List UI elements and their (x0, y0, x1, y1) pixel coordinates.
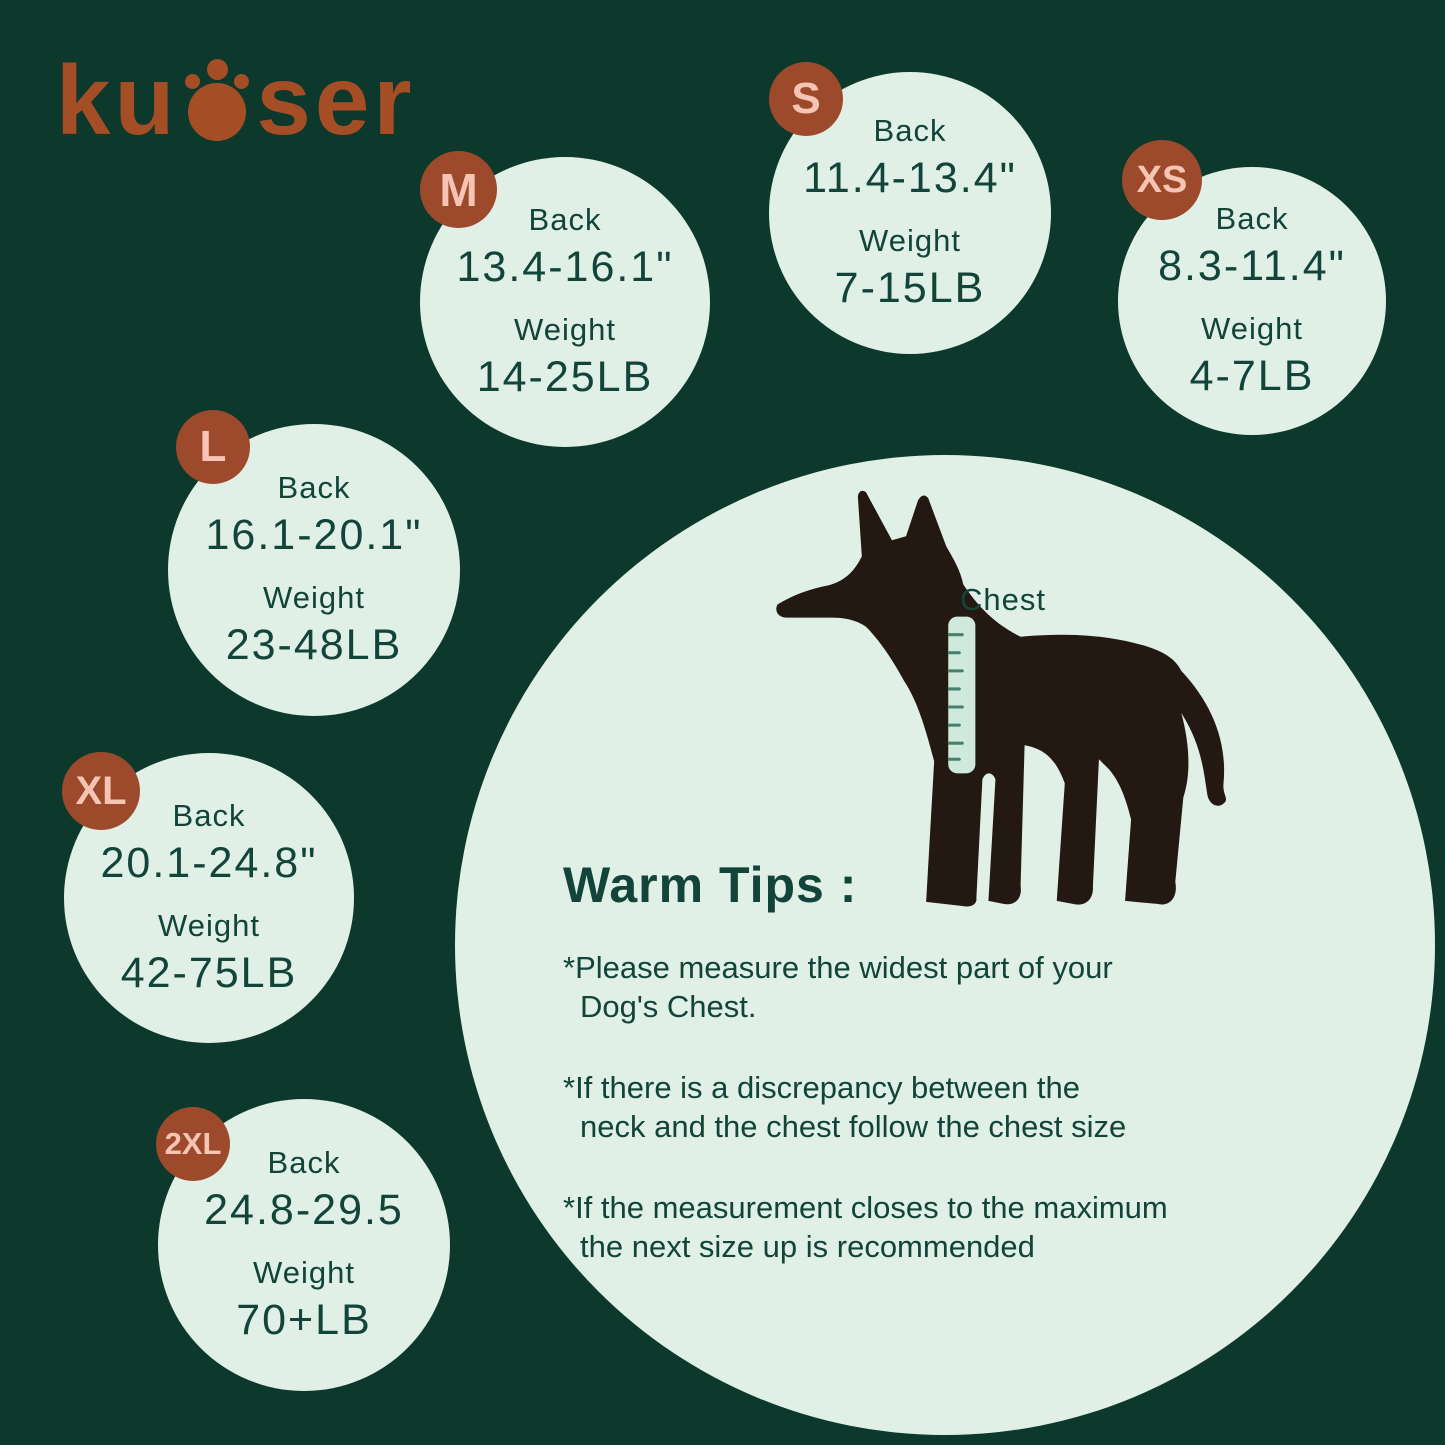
weight-label: Weight (263, 580, 365, 615)
dog-silhouette-image (776, 490, 1227, 907)
tip-line: *Please measure the widest part of your (563, 950, 1113, 985)
weight-value: 7-15LB (834, 264, 986, 312)
size-badge-l: L (176, 410, 250, 484)
weight-label: Weight (859, 223, 961, 258)
back-label: Back (172, 798, 246, 833)
size-badge-xs: XS (1122, 140, 1202, 220)
weight-label: Weight (253, 1255, 355, 1290)
back-value: 24.8-29.5 (204, 1186, 404, 1234)
tip-line: neck and the chest follow the chest size (580, 1109, 1127, 1144)
logo-text-right: ser (256, 45, 416, 155)
weight-value: 4-7LB (1189, 352, 1315, 400)
size-circle-s: Back 11.4-13.4" Weight 7-15LB (769, 72, 1051, 354)
back-label: Back (267, 1145, 341, 1180)
size-badge-m: M (420, 151, 497, 228)
weight-value: 70+LB (236, 1296, 372, 1344)
tip-item-2: *If there is a discrepancy between the n… (563, 1068, 1293, 1146)
back-label: Back (1215, 201, 1289, 236)
weight-value: 23-48LB (225, 621, 403, 669)
paw-icon (185, 59, 250, 141)
weight-label: Weight (158, 908, 260, 943)
back-label: Back (528, 202, 602, 237)
warm-tips-heading: Warm Tips : (563, 857, 858, 913)
size-badge-s: S (769, 62, 843, 136)
warm-tips-panel: Warm Tips : *Please measure the widest p… (563, 856, 1293, 1308)
tip-line: the next size up is recommended (580, 1229, 1035, 1264)
size-badge-2xl: 2XL (156, 1107, 230, 1181)
back-value: 11.4-13.4" (803, 154, 1017, 202)
brand-logo: ku ser (56, 44, 416, 157)
size-badge-xl: XL (62, 752, 140, 830)
tip-line: Dog's Chest. (580, 989, 757, 1024)
back-value: 13.4-16.1" (456, 243, 674, 291)
tip-item-1: *Please measure the widest part of your … (563, 948, 1293, 1026)
logo-text-left: ku (56, 45, 179, 155)
weight-value: 42-75LB (120, 949, 298, 997)
back-label: Back (873, 113, 947, 148)
size-circle-m: Back 13.4-16.1" Weight 14-25LB (420, 157, 710, 447)
weight-label: Weight (514, 312, 616, 347)
tip-item-3: *If the measurement closes to the maximu… (563, 1188, 1293, 1266)
back-value: 8.3-11.4" (1158, 242, 1346, 290)
tip-line: *If there is a discrepancy between the (563, 1070, 1080, 1105)
back-value: 20.1-24.8" (100, 839, 318, 887)
measuring-tape-icon (947, 616, 976, 774)
tip-line: *If the measurement closes to the maximu… (563, 1190, 1168, 1225)
weight-value: 14-25LB (476, 353, 654, 401)
back-label: Back (277, 470, 351, 505)
chest-label: Chest (960, 582, 1046, 617)
weight-label: Weight (1201, 311, 1303, 346)
back-value: 16.1-20.1" (205, 511, 423, 559)
